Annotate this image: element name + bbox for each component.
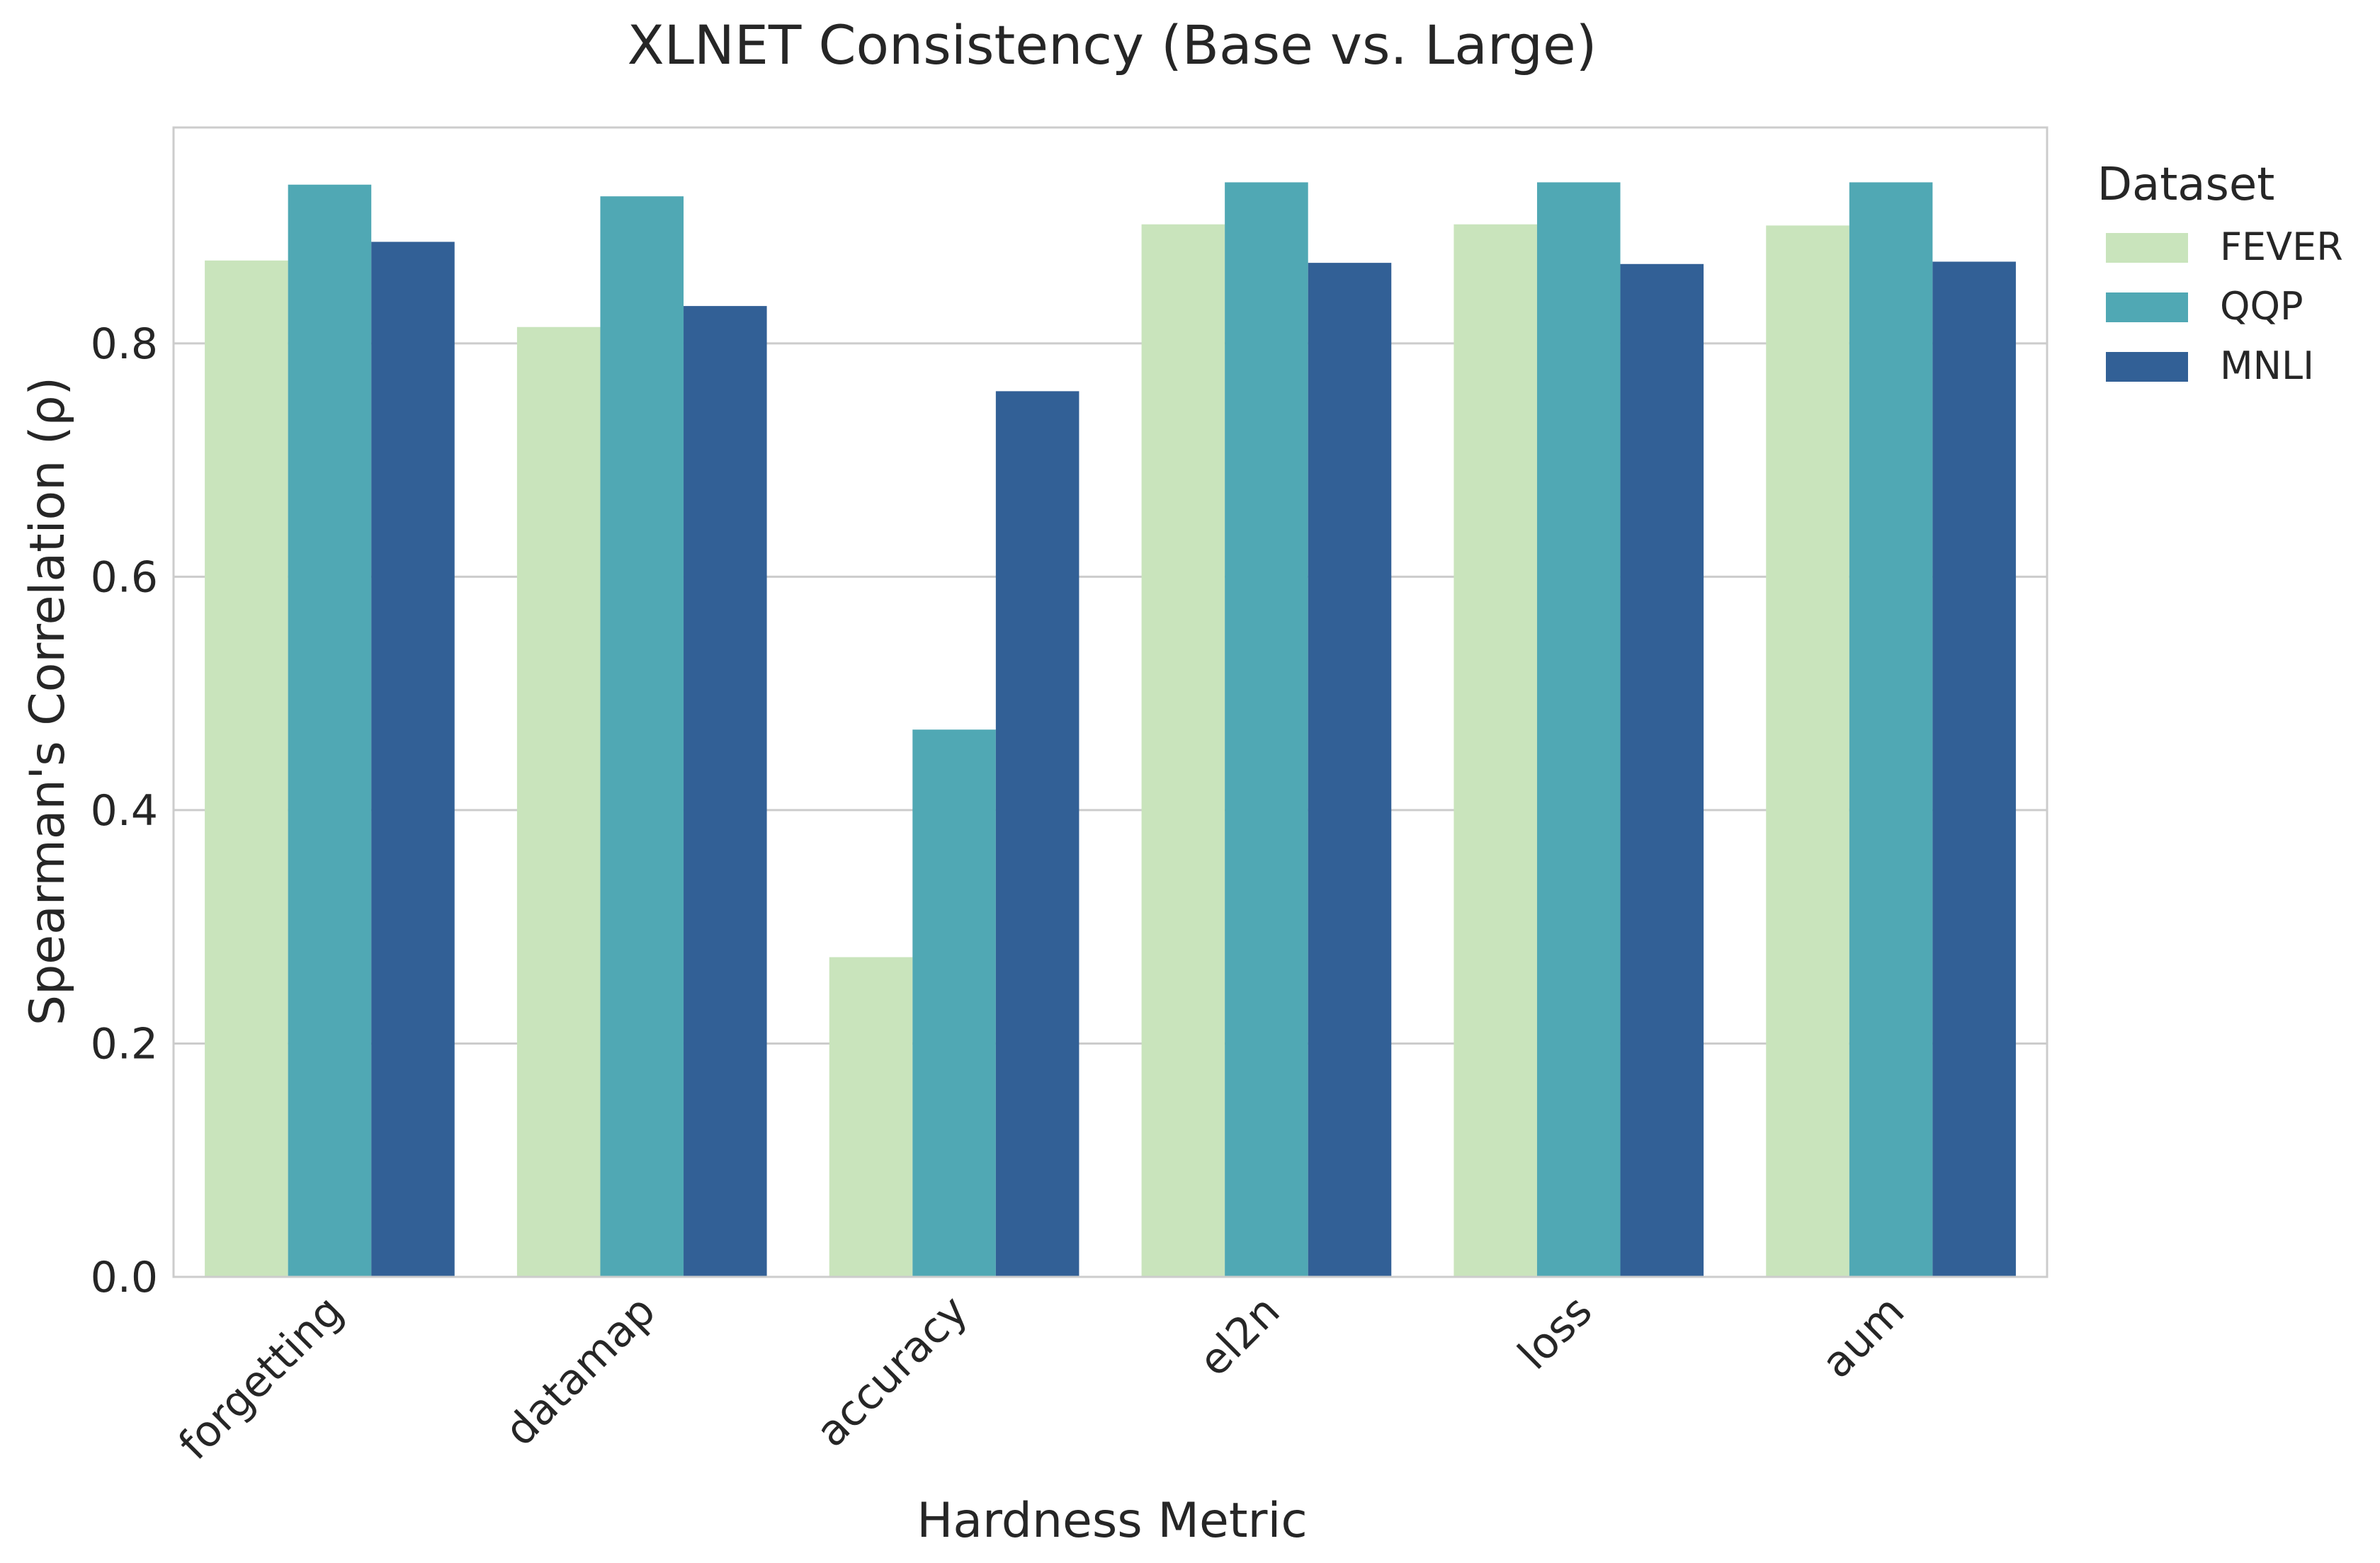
bar-qqp-aum	[1849, 182, 1933, 1277]
bar-qqp-loss	[1536, 182, 1621, 1277]
legend: Dataset FEVER QQP MNLI	[2097, 159, 2343, 388]
legend-swatch-mnli	[2106, 352, 2188, 382]
legend-swatch-qqp	[2106, 292, 2188, 322]
x-tick-label: accuracy	[807, 1286, 978, 1457]
bar-fever-datamap	[516, 326, 601, 1277]
bar-mnli-accuracy	[995, 391, 1080, 1277]
bar-fever-accuracy	[829, 957, 913, 1277]
x-tick-label: aum	[1812, 1286, 1914, 1388]
x-tick-label: forgetting	[169, 1286, 353, 1470]
legend-label-qqp: QQP	[2220, 284, 2304, 329]
bar-qqp-el2n	[1225, 182, 1308, 1277]
bar-fever-aum	[1766, 225, 1849, 1278]
y-axis-ticks: 0.0 0.2 0.4 0.6 0.8	[91, 319, 158, 1302]
x-axis-ticks: forgetting datamap accuracy el2n loss aum	[169, 1286, 1914, 1470]
y-tick-label: 0.6	[91, 552, 158, 602]
bar-qqp-datamap	[600, 196, 684, 1278]
bar-mnli-loss	[1620, 263, 1704, 1278]
bar-qqp-forgetting	[288, 184, 372, 1278]
x-tick-label: el2n	[1189, 1286, 1289, 1386]
legend-label-mnli: MNLI	[2220, 343, 2314, 388]
plot-frame	[172, 126, 2048, 1278]
y-tick-label: 0.2	[91, 1019, 158, 1069]
bar-fever-el2n	[1141, 224, 1225, 1278]
x-axis-label: Hardness Metric	[917, 1493, 1308, 1549]
legend-swatch-fever	[2106, 233, 2188, 263]
bar-mnli-aum	[1932, 261, 2016, 1277]
bar-mnli-datamap	[684, 306, 767, 1278]
chart-title: XLNET Consistency (Base vs. Large)	[628, 13, 1597, 76]
bar-mnli-el2n	[1308, 263, 1392, 1278]
y-tick-label: 0.8	[91, 319, 158, 369]
legend-title: Dataset	[2097, 159, 2275, 211]
bar-mnli-forgetting	[371, 241, 455, 1278]
y-axis-label: Spearman's Correlation (ρ)	[20, 377, 76, 1025]
bar-fever-forgetting	[205, 260, 288, 1277]
y-tick-label: 0.4	[91, 786, 158, 836]
bars	[205, 182, 2016, 1278]
bar-qqp-accuracy	[912, 729, 996, 1277]
x-tick-label: loss	[1509, 1286, 1602, 1379]
legend-label-fever: FEVER	[2220, 224, 2343, 269]
x-tick-label: datamap	[496, 1286, 665, 1455]
y-tick-label: 0.0	[91, 1253, 158, 1302]
bar-fever-loss	[1454, 224, 1537, 1278]
